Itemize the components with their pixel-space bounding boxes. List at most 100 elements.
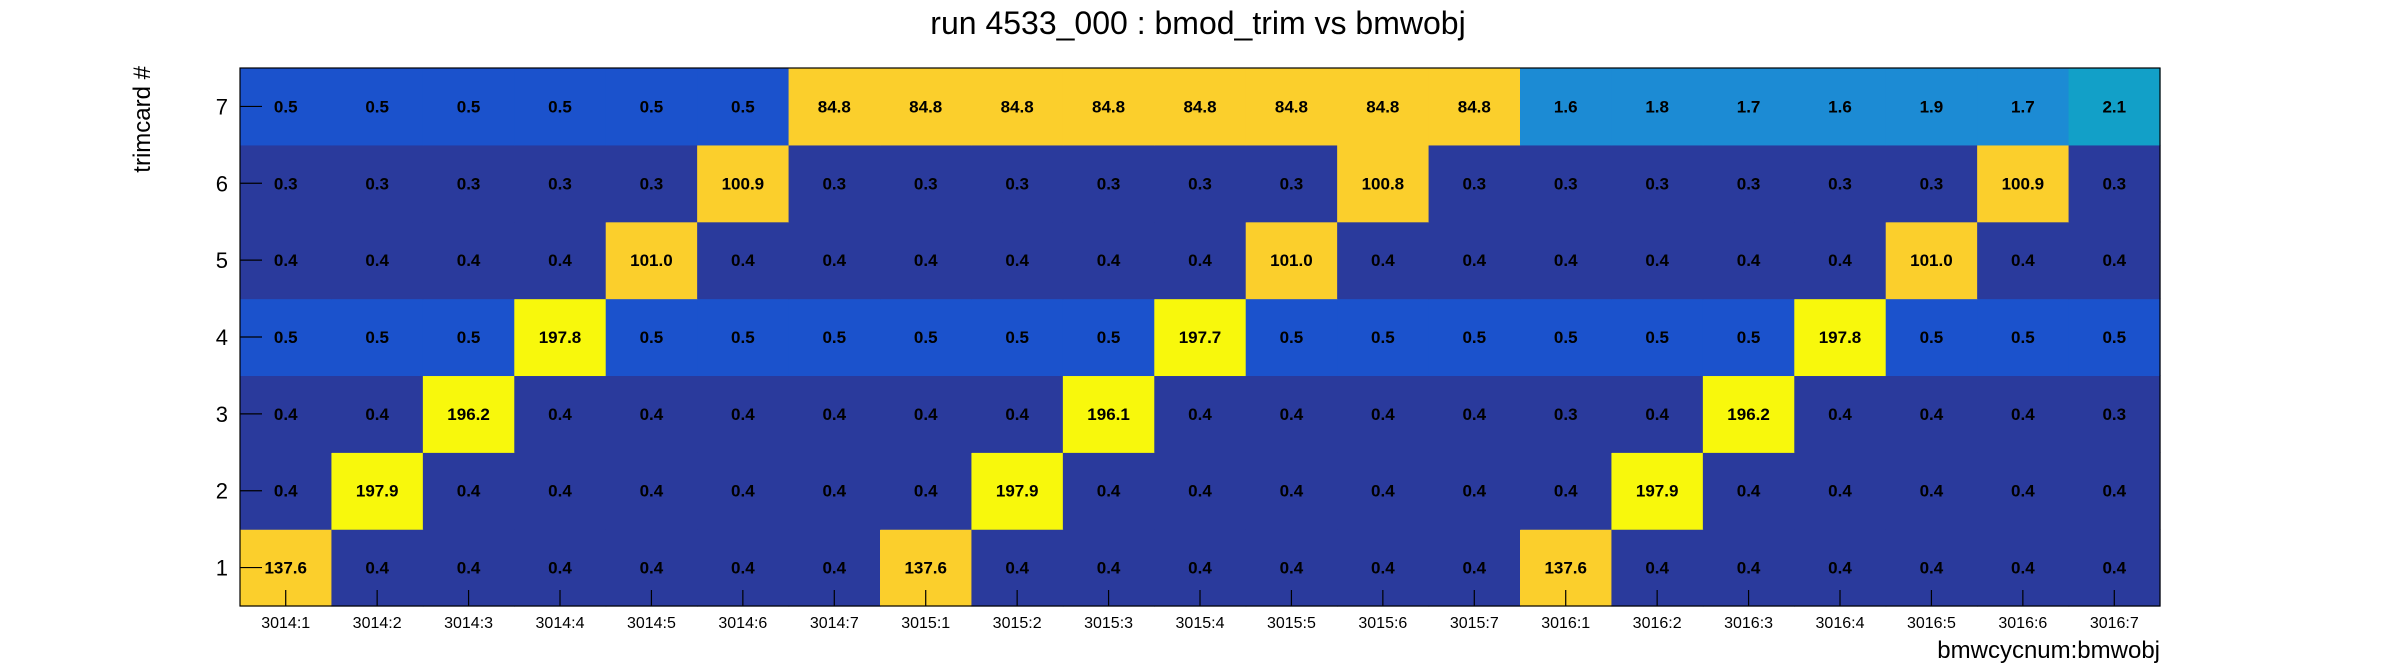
heatmap-cell xyxy=(697,298,790,377)
cell-value-label: 0.4 xyxy=(731,559,755,578)
cell-value-label: 196.2 xyxy=(1727,405,1770,424)
heatmap-cell xyxy=(1977,375,2070,453)
heatmap-cell xyxy=(971,221,1064,300)
cell-value-label: 0.4 xyxy=(1920,559,1944,578)
cell-value-label: 0.4 xyxy=(640,405,664,424)
heatmap-cell xyxy=(1337,375,1430,453)
heatmap-cell xyxy=(1428,144,1521,223)
cell-value-label: 0.4 xyxy=(1371,405,1395,424)
heatmap-cell xyxy=(1245,452,1338,530)
heatmap-cell xyxy=(1611,221,1704,300)
cell-value-label: 0.3 xyxy=(457,174,481,193)
cell-value-label: 100.9 xyxy=(722,174,765,193)
cell-value-label: 0.4 xyxy=(1280,405,1304,424)
cell-value-label: 84.8 xyxy=(909,97,942,116)
heatmap-cell xyxy=(1520,452,1613,530)
heatmap-cell xyxy=(880,375,973,453)
cell-value-label: 0.3 xyxy=(1280,174,1304,193)
heatmap-cell xyxy=(1428,375,1521,453)
heatmap-cell xyxy=(2068,144,2161,223)
cell-value-label: 197.9 xyxy=(1636,482,1679,501)
cell-value-label: 0.4 xyxy=(914,405,938,424)
heatmap-cell xyxy=(1885,221,1978,300)
heatmap-cell xyxy=(1794,452,1887,530)
heatmap-cell xyxy=(422,452,515,530)
heatmap-cell xyxy=(331,144,424,223)
heatmap-cell xyxy=(1885,68,1978,146)
cell-value-label: 0.4 xyxy=(822,405,846,424)
cell-value-label: 0.3 xyxy=(1005,174,1029,193)
cell-value-label: 0.4 xyxy=(640,482,664,501)
cell-value-label: 0.3 xyxy=(1188,174,1212,193)
heatmap-cell xyxy=(788,221,881,300)
cell-value-label: 0.4 xyxy=(1371,559,1395,578)
heatmap-cell xyxy=(1520,221,1613,300)
heatmap-cell xyxy=(331,221,424,300)
heatmap-cell xyxy=(1702,68,1795,146)
cell-value-label: 0.4 xyxy=(1645,559,1669,578)
cell-value-label: 0.5 xyxy=(365,328,389,347)
x-tick-label: 3014:5 xyxy=(627,615,676,632)
cell-value-label: 0.4 xyxy=(1280,559,1304,578)
heatmap-cell xyxy=(1245,298,1338,377)
heatmap-cell xyxy=(1062,221,1155,300)
heatmap-cell xyxy=(331,68,424,146)
heatmap-cell xyxy=(1794,298,1887,377)
cell-value-label: 0.4 xyxy=(822,251,846,270)
heatmap-cell xyxy=(1428,298,1521,377)
cell-value-label: 0.4 xyxy=(1188,482,1212,501)
cell-value-label: 0.3 xyxy=(640,174,664,193)
heatmap-cell xyxy=(1428,452,1521,530)
cell-value-label: 0.4 xyxy=(365,405,389,424)
cell-value-label: 0.4 xyxy=(274,482,298,501)
cell-value-label: 84.8 xyxy=(818,97,851,116)
heatmap-cell-labels: 137.6 0.4 0.4 0.4 0.4 0.4 0.4 137.6 0.4 0.4 0.4 0.4… xyxy=(264,97,2126,577)
heatmap-cell xyxy=(1154,298,1247,377)
heatmap-cell xyxy=(1885,144,1978,223)
cell-value-label: 0.4 xyxy=(548,405,572,424)
cell-value-label: 0.3 xyxy=(1737,174,1761,193)
y-tick-label: 7 xyxy=(216,94,228,119)
heatmap-cell xyxy=(1154,144,1247,223)
heatmap-cell xyxy=(514,298,607,377)
heatmap-cell xyxy=(880,68,973,146)
heatmap-cell xyxy=(1520,68,1613,146)
heatmap-cell xyxy=(1154,221,1247,300)
heatmap-cell xyxy=(1702,375,1795,453)
x-axis-title: bmwcycnum:bmwobj xyxy=(1937,637,2160,664)
heatmap-cell xyxy=(697,375,790,453)
cell-value-label: 0.5 xyxy=(1554,328,1578,347)
x-tick-label: 3015:7 xyxy=(1450,615,1499,632)
cell-value-label: 0.4 xyxy=(1188,559,1212,578)
heatmap-cell xyxy=(605,68,698,146)
cell-value-label: 0.5 xyxy=(914,328,938,347)
y-tick-label: 1 xyxy=(216,556,228,581)
cell-value-label: 0.4 xyxy=(1828,482,1852,501)
heatmap-cell xyxy=(1611,452,1704,530)
x-tick-label: 3016:5 xyxy=(1907,615,1956,632)
heatmap-cell xyxy=(514,68,607,146)
heatmap-cell xyxy=(1794,375,1887,453)
cell-value-label: 0.5 xyxy=(274,328,298,347)
heatmap-cell xyxy=(514,144,607,223)
cell-value-label: 0.4 xyxy=(1737,559,1761,578)
heatmap-cell xyxy=(331,452,424,530)
x-tick-label: 3014:2 xyxy=(353,615,402,632)
heatmap-cell xyxy=(1154,452,1247,530)
cell-value-label: 0.3 xyxy=(2102,405,2126,424)
cell-value-label: 1.8 xyxy=(1645,97,1669,116)
cell-value-label: 0.4 xyxy=(1462,405,1486,424)
heatmap-cell xyxy=(697,452,790,530)
cell-value-label: 0.5 xyxy=(365,97,389,116)
heatmap-cell xyxy=(1062,375,1155,453)
heatmap-cell xyxy=(605,298,698,377)
cell-value-label: 0.4 xyxy=(457,559,481,578)
y-tick-labels: 1 2 3 4 5 6 7 xyxy=(216,94,228,580)
cell-value-label: 0.5 xyxy=(731,328,755,347)
cell-value-label: 84.8 xyxy=(1458,97,1491,116)
heatmap-cell xyxy=(422,144,515,223)
heatmap-cell xyxy=(1337,68,1430,146)
cell-value-label: 137.6 xyxy=(1544,559,1587,578)
heatmap-cell xyxy=(788,452,881,530)
heatmap-cell xyxy=(1062,452,1155,530)
